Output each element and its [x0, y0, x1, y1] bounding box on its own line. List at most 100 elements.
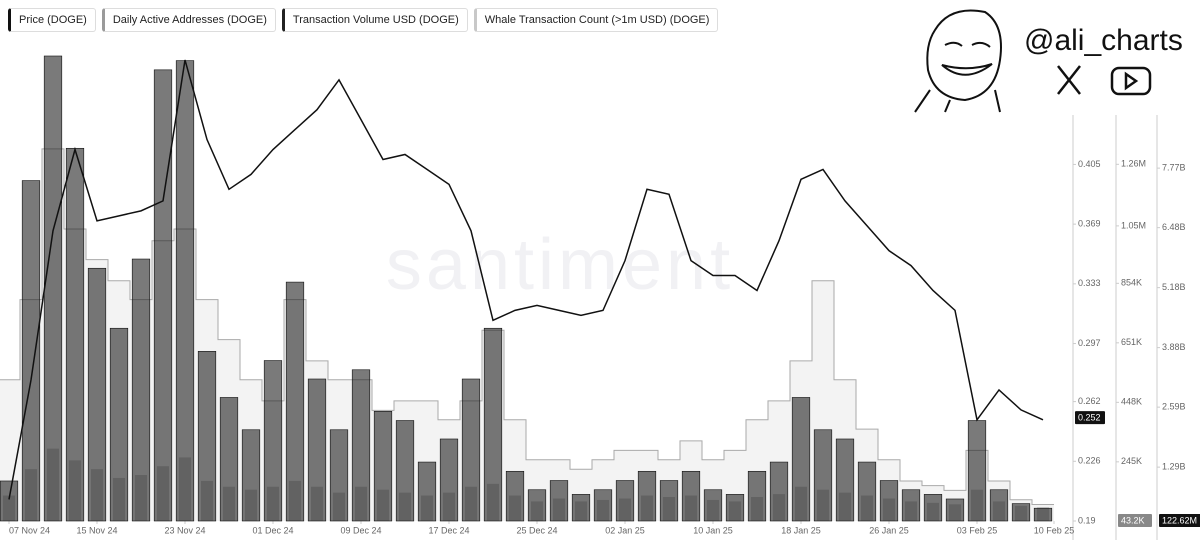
- x-tick-label: 02 Jan 25: [605, 525, 645, 535]
- legend-item[interactable]: Transaction Volume USD (DOGE): [281, 8, 468, 32]
- x-tick-label: 07 Nov 24: [9, 525, 50, 535]
- bar: [835, 438, 855, 522]
- bar: [395, 420, 415, 522]
- y-tick-label: 0.19: [1078, 515, 1096, 525]
- price-line: [8, 59, 1044, 500]
- y-tick-label: 245K: [1121, 456, 1142, 466]
- bar: [901, 489, 921, 522]
- bar: [417, 461, 437, 522]
- x-logo: [1057, 65, 1081, 95]
- y-tick-label: 0.369: [1078, 219, 1101, 229]
- bar: [439, 438, 459, 522]
- bar: [747, 470, 767, 522]
- bar: [791, 397, 811, 522]
- y-tick-label: 7.77B: [1162, 163, 1186, 173]
- bar: [989, 489, 1009, 522]
- x-tick-label: 18 Jan 25: [781, 525, 821, 535]
- y-tick-label: 0.226: [1078, 456, 1101, 466]
- y-tick-label: 6.48B: [1162, 222, 1186, 232]
- x-tick-label: 10 Jan 25: [693, 525, 733, 535]
- bar: [21, 180, 41, 522]
- bar: [857, 461, 877, 522]
- legend-item[interactable]: Price (DOGE): [8, 8, 96, 32]
- bar: [87, 267, 107, 522]
- bar: [637, 470, 657, 522]
- bar: [65, 147, 85, 522]
- bar: [615, 480, 635, 522]
- x-tick-label: 26 Jan 25: [869, 525, 909, 535]
- bar: [307, 378, 327, 522]
- bar: [923, 494, 943, 522]
- bar: [593, 489, 613, 522]
- current-value-label: 0.252: [1078, 413, 1101, 423]
- whale-step-line: [0, 148, 1054, 506]
- y-tick-label: 0.333: [1078, 278, 1101, 288]
- bar: [461, 378, 481, 522]
- bar: [967, 420, 987, 522]
- whale-area: [0, 148, 1054, 521]
- bar: [1011, 503, 1031, 522]
- logo-bg: [905, 0, 1200, 115]
- bar: [505, 470, 525, 522]
- y-tick-label: 2.59B: [1162, 402, 1186, 412]
- y-tick-label: 448K: [1121, 397, 1142, 407]
- y-tick-label: 1.26M: [1121, 159, 1146, 169]
- bar: [43, 55, 63, 522]
- bar: [131, 258, 151, 522]
- bar: [549, 480, 569, 522]
- x-tick-label: 23 Nov 24: [164, 525, 205, 535]
- bar: [109, 327, 129, 522]
- bar: [175, 60, 195, 522]
- y-tick-label: 651K: [1121, 337, 1142, 347]
- bar: [769, 461, 789, 522]
- current-value-badge: [1159, 514, 1200, 527]
- current-value-badge: [1075, 411, 1105, 425]
- y-tick-label: 854K: [1121, 278, 1142, 288]
- handle: @ali_charts: [1024, 24, 1183, 57]
- bar: [329, 429, 349, 522]
- x-tick-label: 10 Feb 25: [1034, 525, 1075, 535]
- legend: Price (DOGE) Daily Active Addresses (DOGE…: [8, 8, 719, 32]
- x-tick-label: 17 Dec 24: [428, 525, 469, 535]
- bar: [879, 480, 899, 522]
- bar: [1033, 507, 1053, 522]
- bar: [285, 281, 305, 522]
- bar: [703, 489, 723, 522]
- x-tick-label: 25 Dec 24: [516, 525, 557, 535]
- x-tick-label: 09 Dec 24: [340, 525, 381, 535]
- bar: [725, 494, 745, 522]
- legend-item[interactable]: Whale Transaction Count (>1m USD) (DOGE): [473, 8, 719, 32]
- bar: [681, 470, 701, 522]
- y-tick-label: 3.88B: [1162, 342, 1186, 352]
- watermark: santiment: [386, 225, 734, 305]
- bar: [219, 397, 239, 522]
- bar: [197, 351, 217, 522]
- bar: [241, 429, 261, 522]
- bar: [527, 489, 547, 522]
- x-tick-label: 03 Feb 25: [957, 525, 998, 535]
- current-value-label: 122.62M: [1162, 515, 1197, 525]
- y-tick-label: 5.18B: [1162, 282, 1186, 292]
- youtube-logo: [1110, 66, 1152, 96]
- bar: [351, 369, 371, 522]
- bar: [153, 69, 173, 522]
- bar: [0, 480, 19, 522]
- y-tick-label: 0.297: [1078, 338, 1101, 348]
- y-tick-label: 0.405: [1078, 159, 1101, 169]
- bar: [373, 411, 393, 522]
- current-value-badge: [1118, 514, 1152, 527]
- bar: [571, 494, 591, 522]
- bar: [263, 360, 283, 522]
- logo-face: [914, 9, 1002, 113]
- legend-item[interactable]: Daily Active Addresses (DOGE): [101, 8, 276, 32]
- y-tick-label: 0.262: [1078, 396, 1101, 406]
- x-tick-label: 01 Dec 24: [252, 525, 293, 535]
- x-tick-label: 15 Nov 24: [76, 525, 117, 535]
- y-tick-label: 1.29B: [1162, 462, 1186, 472]
- y-tick-label: 1.05M: [1121, 220, 1146, 230]
- bar: [813, 429, 833, 522]
- bar: [483, 327, 503, 522]
- bar: [945, 498, 965, 522]
